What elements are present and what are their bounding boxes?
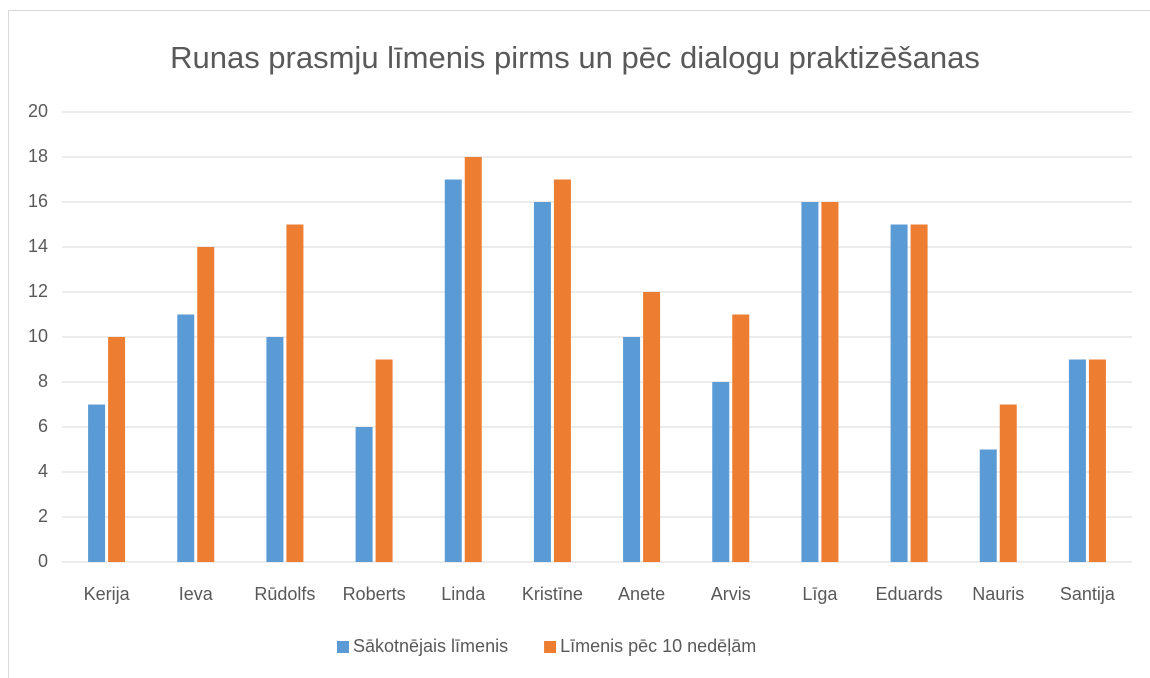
x-tick-label: Kristīne [522, 584, 583, 604]
y-tick-label: 8 [38, 371, 48, 391]
y-tick-label: 6 [38, 416, 48, 436]
x-tick-label: Kerija [84, 584, 131, 604]
x-tick-label: Līga [802, 584, 838, 604]
bar [197, 247, 215, 562]
bar [1068, 359, 1086, 562]
legend-swatch [544, 641, 557, 653]
x-tick-label: Roberts [343, 584, 406, 604]
y-tick-label: 12 [28, 281, 48, 301]
x-tick-label: Anete [618, 584, 665, 604]
x-tick-label: Rūdolfs [254, 584, 315, 604]
bar [464, 157, 482, 562]
bar [712, 382, 730, 562]
bar [999, 404, 1017, 562]
bar [801, 202, 819, 562]
legend-label: Līmenis pēc 10 nedēļām [560, 636, 756, 656]
y-tick-label: 14 [28, 236, 48, 256]
y-tick-label: 10 [28, 326, 48, 346]
x-tick-label: Santija [1060, 584, 1116, 604]
bar [355, 427, 373, 562]
y-tick-label: 4 [38, 461, 48, 481]
x-tick-label: Ieva [179, 584, 214, 604]
legend-label: Sākotnējais līmenis [353, 636, 508, 656]
y-tick-label: 18 [28, 146, 48, 166]
bar [88, 404, 106, 562]
bar [979, 449, 997, 562]
bar [533, 202, 551, 562]
bar [821, 202, 839, 562]
bar [890, 224, 908, 562]
x-tick-label: Eduards [876, 584, 943, 604]
bar [553, 179, 571, 562]
bar [286, 224, 304, 562]
x-tick-label: Nauris [972, 584, 1024, 604]
y-tick-label: 0 [38, 551, 48, 571]
bar [375, 359, 393, 562]
chart-title: Runas prasmju līmenis pirms un pēc dialo… [170, 40, 980, 75]
bar [108, 337, 126, 562]
x-tick-label: Linda [441, 584, 486, 604]
chart-frame [8, 10, 1150, 678]
bar [910, 224, 928, 562]
bar [177, 314, 195, 562]
bar [623, 337, 641, 562]
bar [1088, 359, 1106, 562]
bar [266, 337, 284, 562]
bar [444, 179, 462, 562]
bar [643, 292, 661, 562]
y-tick-label: 2 [38, 506, 48, 526]
bar [732, 314, 750, 562]
y-tick-label: 16 [28, 191, 48, 211]
legend-swatch [337, 641, 349, 653]
x-tick-label: Arvis [711, 584, 751, 604]
y-tick-label: 20 [28, 101, 48, 121]
